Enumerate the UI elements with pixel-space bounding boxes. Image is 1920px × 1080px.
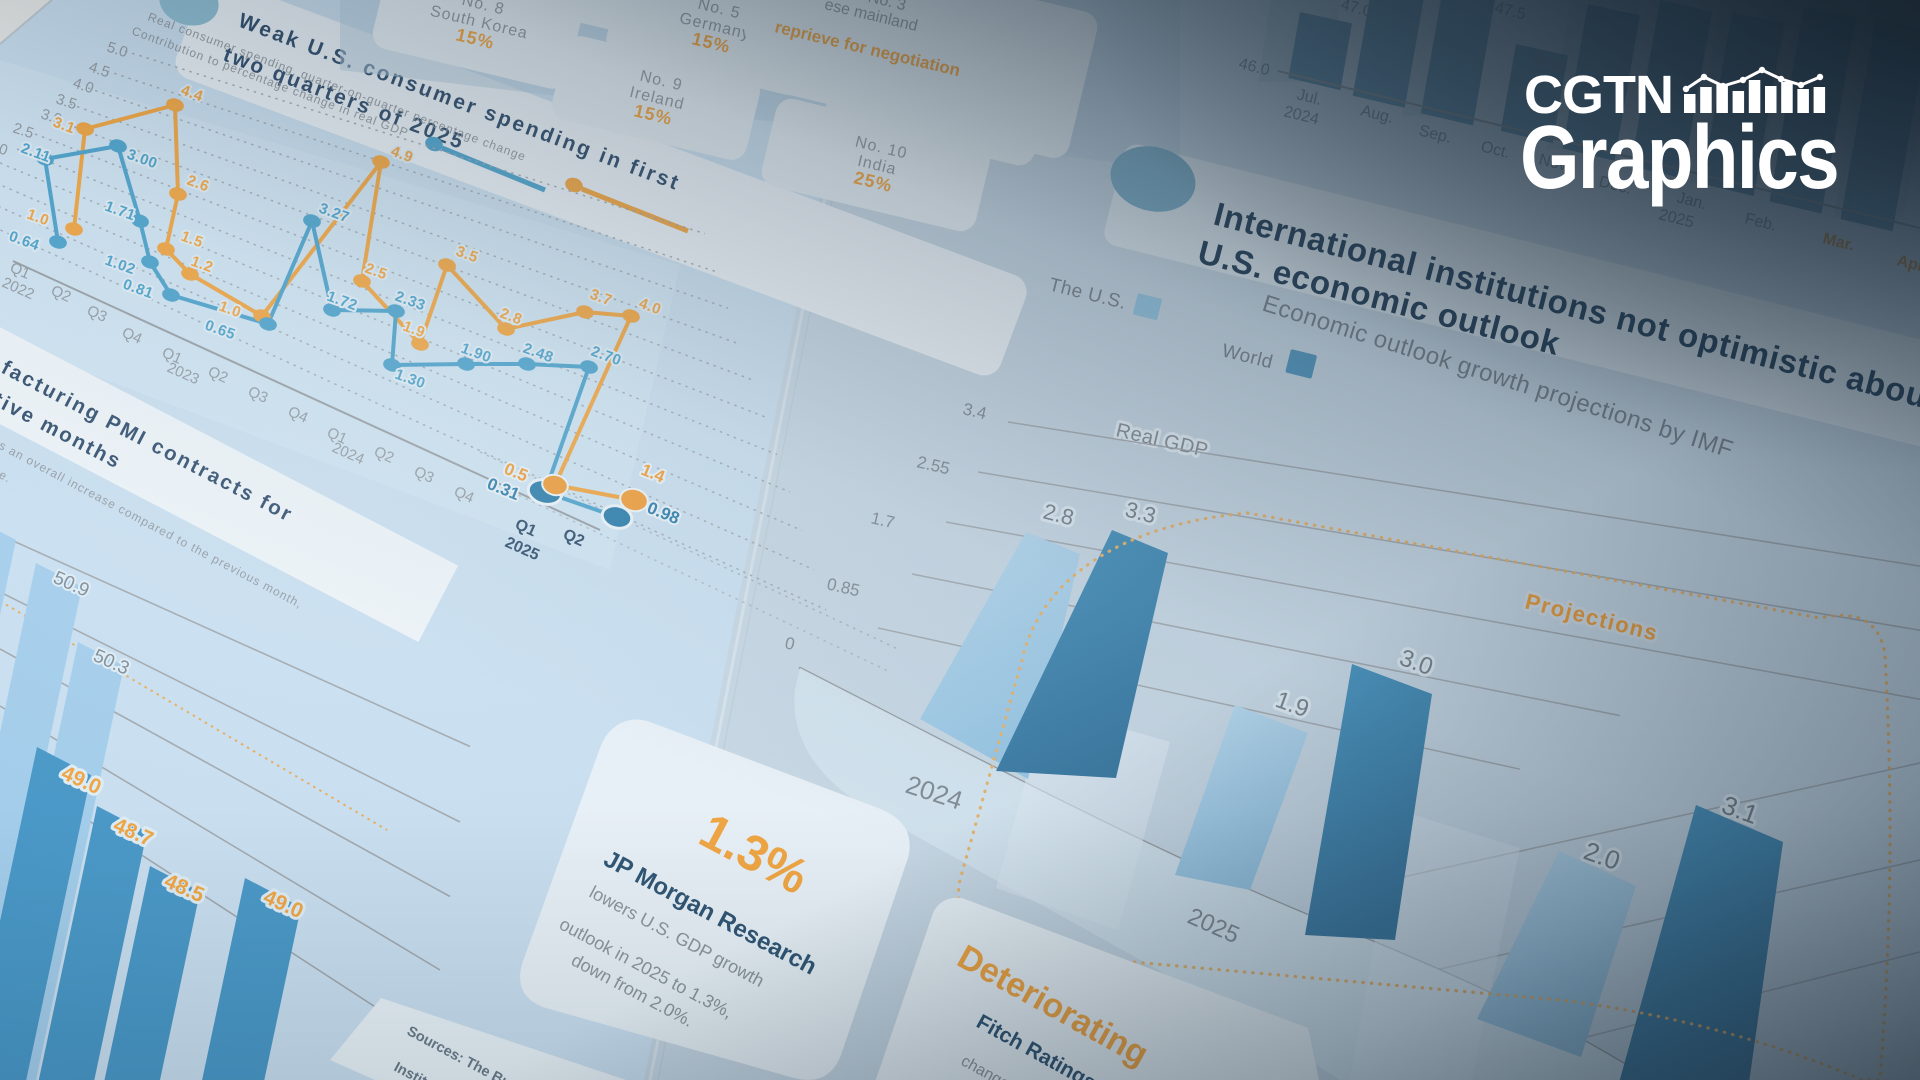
svg-text:Graphics: Graphics: [1520, 106, 1838, 207]
svg-text:CGTN: CGTN: [1524, 65, 1673, 125]
